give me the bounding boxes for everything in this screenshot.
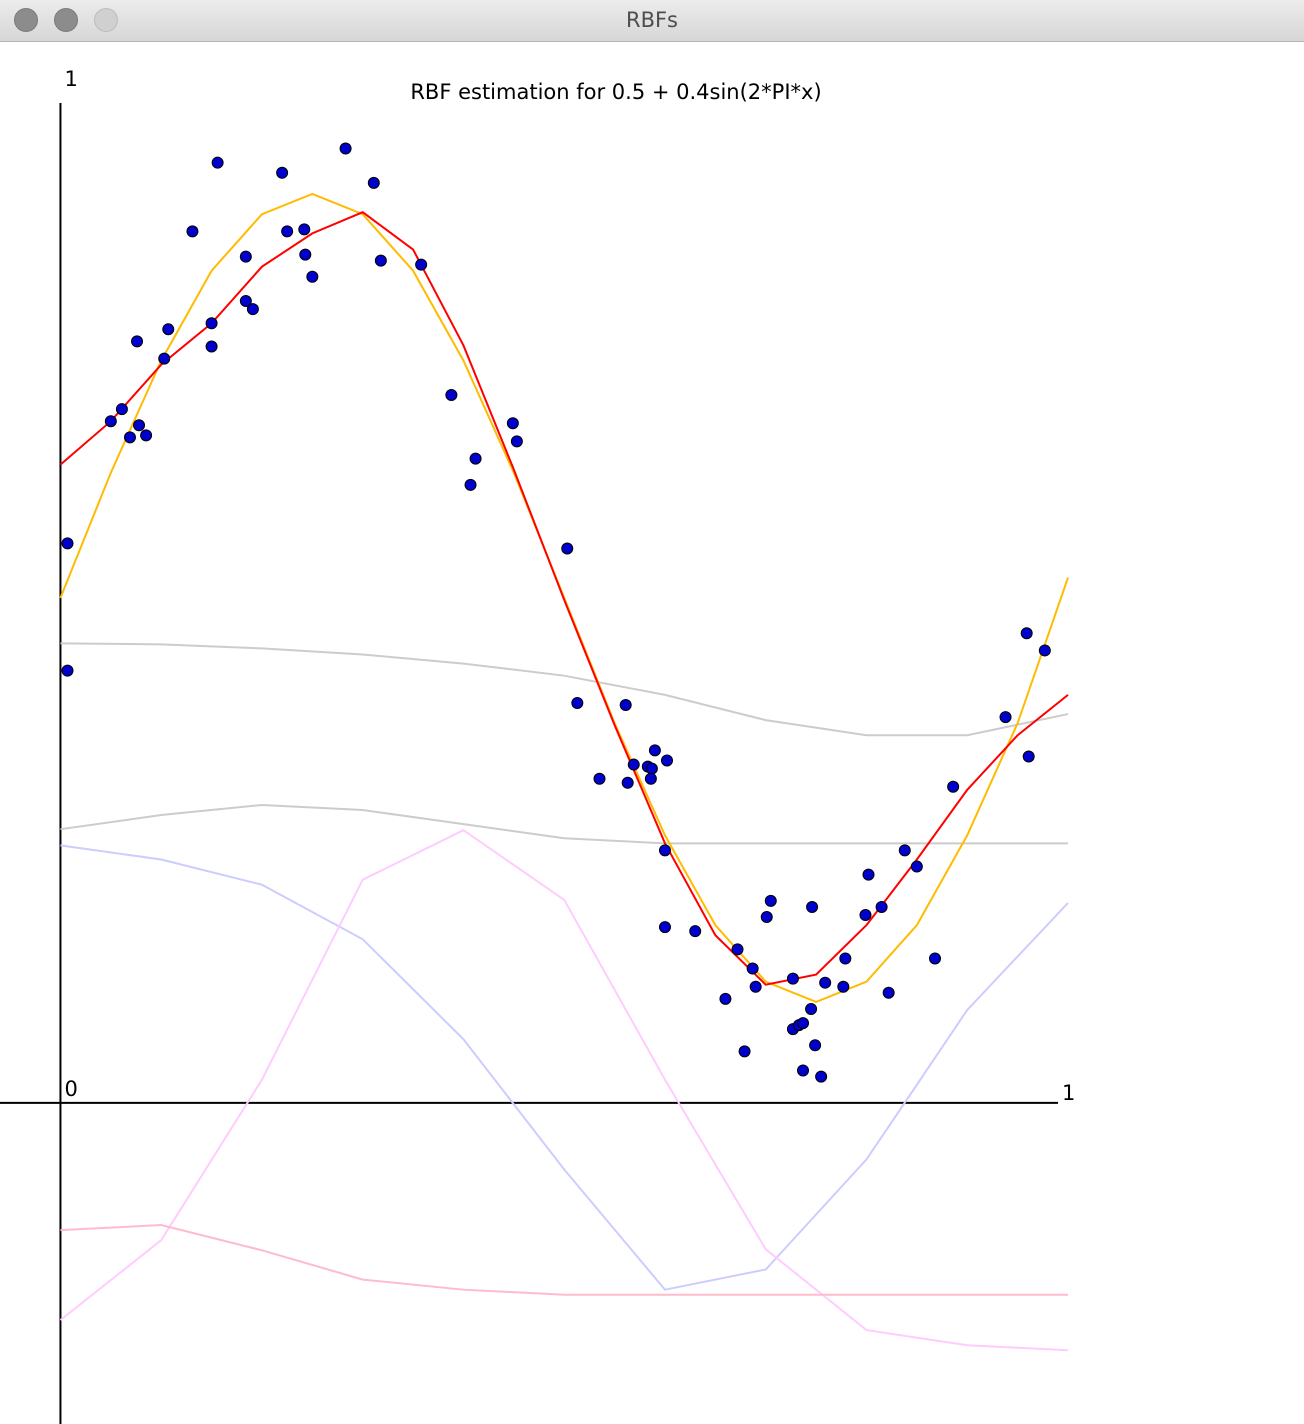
zoom-button[interactable] xyxy=(94,8,118,32)
line xyxy=(60,803,1068,845)
point xyxy=(875,900,888,913)
point xyxy=(760,911,773,924)
point xyxy=(186,225,199,238)
point xyxy=(738,1045,751,1058)
line xyxy=(60,1224,1068,1296)
x-tick-label: 1 xyxy=(1062,1081,1075,1105)
point xyxy=(593,772,606,785)
minimize-button[interactable] xyxy=(54,8,78,32)
point xyxy=(123,431,136,444)
point xyxy=(205,317,218,330)
point xyxy=(898,844,911,857)
point xyxy=(805,1002,818,1015)
window-title: RBFs xyxy=(625,8,679,32)
point xyxy=(764,894,777,907)
point xyxy=(61,537,74,550)
point xyxy=(104,415,117,428)
point xyxy=(281,225,294,238)
point xyxy=(689,925,702,938)
point xyxy=(133,419,146,432)
point xyxy=(746,962,759,975)
point xyxy=(276,166,289,179)
point xyxy=(1020,627,1033,640)
point xyxy=(731,943,744,956)
point xyxy=(797,1064,810,1077)
point xyxy=(239,250,252,263)
point xyxy=(1022,750,1035,763)
point xyxy=(648,744,661,757)
line xyxy=(60,844,1069,1291)
point xyxy=(837,980,850,993)
point xyxy=(131,335,144,348)
title-bar: RBFs xyxy=(0,0,1304,42)
close-button[interactable] xyxy=(14,8,38,32)
chart: RBF estimation for 0.5 + 0.4sin(2*PI*x) … xyxy=(0,67,1075,1424)
y-tick-label: 0 xyxy=(64,1077,77,1101)
point xyxy=(306,270,319,283)
point xyxy=(211,156,224,169)
point xyxy=(367,176,380,189)
point xyxy=(627,758,640,771)
point xyxy=(374,254,387,267)
point xyxy=(158,352,171,365)
point xyxy=(786,972,799,985)
point xyxy=(469,452,482,465)
point xyxy=(506,417,519,430)
point xyxy=(246,303,259,316)
point xyxy=(882,986,895,999)
point xyxy=(571,696,584,709)
point xyxy=(660,754,673,767)
point xyxy=(947,780,960,793)
point xyxy=(621,776,634,789)
point xyxy=(819,976,832,989)
point xyxy=(658,921,671,934)
point xyxy=(561,542,574,555)
point xyxy=(339,142,352,155)
point xyxy=(61,664,74,677)
point xyxy=(510,435,523,448)
point xyxy=(205,340,218,353)
point xyxy=(806,900,819,913)
point xyxy=(299,248,312,261)
point xyxy=(839,952,852,965)
point xyxy=(415,258,428,271)
point xyxy=(115,403,128,416)
point xyxy=(644,772,657,785)
point xyxy=(658,844,671,857)
point xyxy=(929,952,942,965)
y-tick-label: 1 xyxy=(64,67,77,91)
point xyxy=(859,909,872,922)
point xyxy=(797,1017,810,1030)
point xyxy=(298,223,311,236)
point xyxy=(619,698,632,711)
point xyxy=(815,1070,828,1083)
point xyxy=(719,992,732,1005)
point xyxy=(239,295,252,308)
chart-title: RBF estimation for 0.5 + 0.4sin(2*PI*x) xyxy=(410,80,821,104)
point xyxy=(140,429,153,442)
line xyxy=(60,642,1069,737)
line xyxy=(59,211,1069,986)
point xyxy=(1038,644,1051,657)
point xyxy=(749,980,762,993)
point xyxy=(162,323,175,336)
point xyxy=(999,711,1012,724)
point xyxy=(809,1039,822,1052)
point xyxy=(464,478,477,491)
point xyxy=(910,860,923,873)
point xyxy=(862,868,875,881)
point xyxy=(445,388,458,401)
line xyxy=(59,829,1069,1352)
point xyxy=(645,762,658,775)
